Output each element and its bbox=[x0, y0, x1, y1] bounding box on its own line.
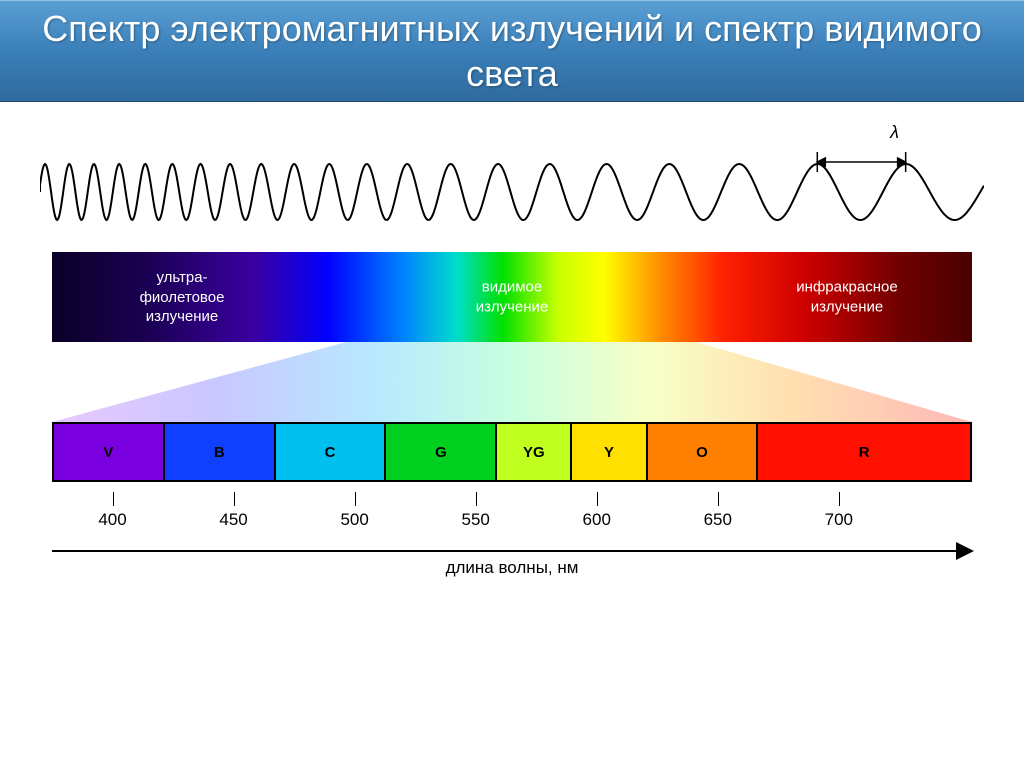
axis-tick-label: 650 bbox=[704, 510, 732, 530]
axis-tick-label: 600 bbox=[583, 510, 611, 530]
visible-segment-o: O bbox=[648, 424, 759, 480]
visible-label: видимоеизлучение bbox=[442, 278, 582, 317]
visible-spectrum-bar: VBCGYGYOR bbox=[52, 422, 972, 482]
axis-tick bbox=[355, 492, 356, 506]
uv-label: ультра-фиолетовоеизлучение bbox=[92, 268, 272, 327]
visible-segment-v: V bbox=[54, 424, 165, 480]
axis-tick bbox=[718, 492, 719, 506]
axis-tick bbox=[476, 492, 477, 506]
axis-tick-label: 550 bbox=[461, 510, 489, 530]
wave-diagram: λ bbox=[40, 122, 984, 232]
title-bar: Спектр электромагнитных излучений и спек… bbox=[0, 0, 1024, 102]
visible-segment-y: Y bbox=[572, 424, 647, 480]
ir-label: инфракрасноеизлучение bbox=[762, 278, 932, 317]
axis-tick bbox=[839, 492, 840, 506]
visible-segment-g: G bbox=[386, 424, 497, 480]
axis-tick-label: 400 bbox=[98, 510, 126, 530]
diagram-content: λ ультра-фиолетовоеизлучение видимоеизлу… bbox=[0, 102, 1024, 592]
axis-tick bbox=[234, 492, 235, 506]
axis-tick bbox=[597, 492, 598, 506]
spectrum-bar: ультра-фиолетовоеизлучение видимоеизлуче… bbox=[52, 252, 972, 342]
visible-segment-yg: YG bbox=[497, 424, 572, 480]
visible-segment-r: R bbox=[758, 424, 970, 480]
lambda-symbol: λ bbox=[890, 122, 899, 143]
spectrum-expansion bbox=[52, 342, 972, 422]
axis-label: длина волны, нм bbox=[446, 558, 579, 578]
visible-segment-b: B bbox=[165, 424, 276, 480]
axis-line bbox=[52, 550, 972, 552]
axis-tick-label: 700 bbox=[825, 510, 853, 530]
axis-arrow-icon bbox=[956, 542, 974, 560]
page-title: Спектр электромагнитных излучений и спек… bbox=[0, 6, 1024, 96]
spectrum-labels: ультра-фиолетовоеизлучение видимоеизлуче… bbox=[52, 252, 972, 342]
axis-tick-label: 450 bbox=[219, 510, 247, 530]
visible-segment-c: C bbox=[276, 424, 387, 480]
wavelength-axis: 400 450 500 550 600 650 700 длина волны, нм bbox=[52, 492, 972, 582]
axis-tick bbox=[113, 492, 114, 506]
axis-tick-label: 500 bbox=[340, 510, 368, 530]
